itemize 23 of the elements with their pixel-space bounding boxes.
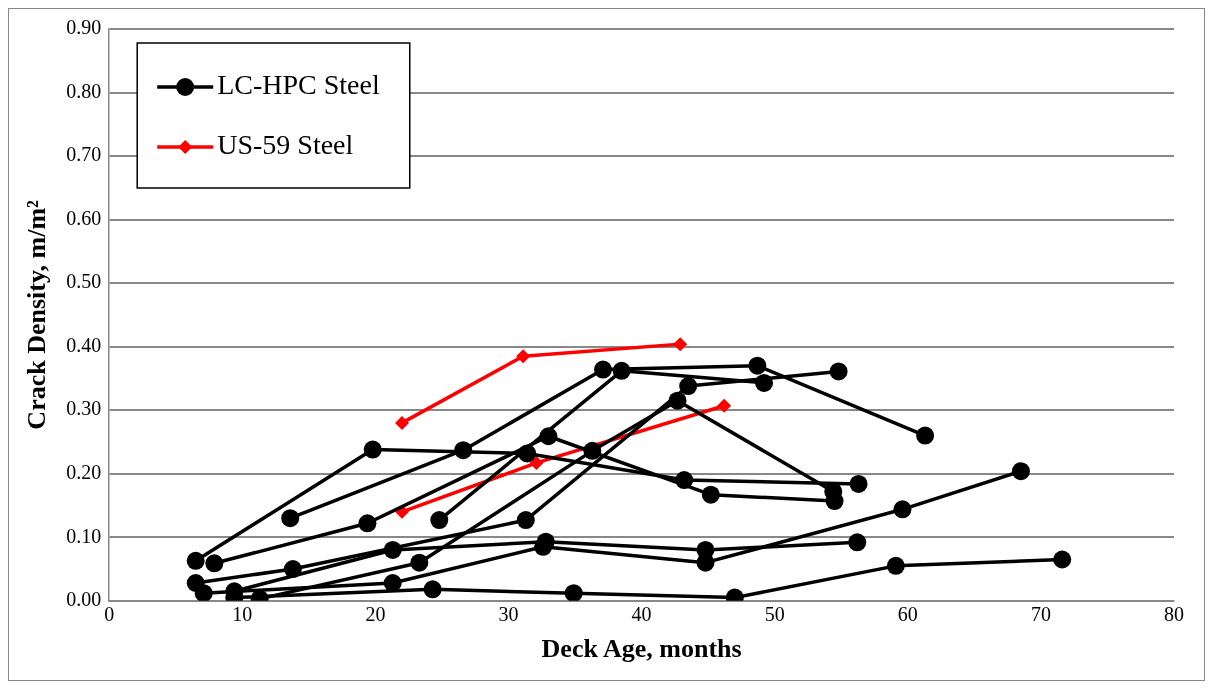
x-tick-label: 80 xyxy=(1164,603,1184,626)
x-tick-label: 40 xyxy=(631,603,652,626)
x-tick-label: 70 xyxy=(1030,603,1051,626)
x-tick-label: 30 xyxy=(498,603,519,626)
y-axis-title: Crack Density, m/m² xyxy=(22,199,52,430)
x-tick-label: 60 xyxy=(897,603,918,626)
y-tick-label: 0.40 xyxy=(66,333,102,356)
y-tick-label: 0.20 xyxy=(66,460,102,483)
y-tick-label: 0.00 xyxy=(66,588,102,611)
y-tick-label: 0.70 xyxy=(66,143,102,166)
legend-label: LC-HPC Steel xyxy=(217,69,380,101)
x-tick-label: 50 xyxy=(764,603,785,626)
x-tick-label: 10 xyxy=(232,603,253,626)
x-axis-title: Deck Age, months xyxy=(541,634,742,664)
y-tick-label: 0.50 xyxy=(66,270,102,293)
x-tick-label: 20 xyxy=(365,603,386,626)
y-tick-label: 0.90 xyxy=(66,16,102,39)
y-tick-label: 0.80 xyxy=(66,79,102,102)
y-tick-label: 0.60 xyxy=(66,206,102,229)
y-tick-label: 0.10 xyxy=(66,524,102,547)
x-tick-label: 0 xyxy=(104,603,115,626)
y-tick-label: 0.30 xyxy=(66,397,102,420)
legend-label: US-59 Steel xyxy=(217,129,354,161)
